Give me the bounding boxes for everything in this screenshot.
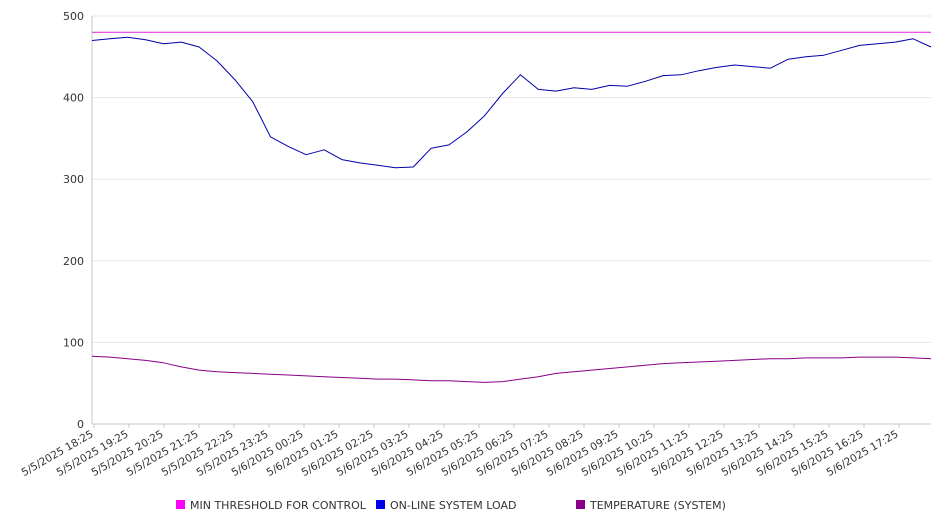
legend-swatch <box>176 500 185 509</box>
legend-label: ON-LINE SYSTEM LOAD <box>390 499 516 512</box>
x-axis-ticks: 5/5/2025 18:255/5/2025 19:255/5/2025 20:… <box>20 424 901 479</box>
legend-swatch <box>376 500 385 509</box>
y-axis-ticks: 0 100 200 300 400 500 <box>63 10 84 431</box>
legend-swatch <box>576 500 585 509</box>
y-tick-label: 300 <box>63 173 84 186</box>
y-tick-label: 100 <box>63 336 84 349</box>
y-tick-label: 500 <box>63 10 84 23</box>
series-line-2 <box>91 355 932 383</box>
y-tick-label: 0 <box>77 418 84 431</box>
series-line-1 <box>91 36 932 169</box>
legend: MIN THRESHOLD FOR CONTROL ON-LINE SYSTEM … <box>176 499 726 512</box>
series-lines <box>91 31 932 383</box>
y-tick-label: 200 <box>63 255 84 268</box>
y-tick-label: 400 <box>63 92 84 105</box>
gridlines <box>92 15 931 343</box>
axes <box>91 16 931 425</box>
legend-label: MIN THRESHOLD FOR CONTROL <box>190 499 367 512</box>
legend-label: TEMPERATURE (SYSTEM) <box>589 499 726 512</box>
